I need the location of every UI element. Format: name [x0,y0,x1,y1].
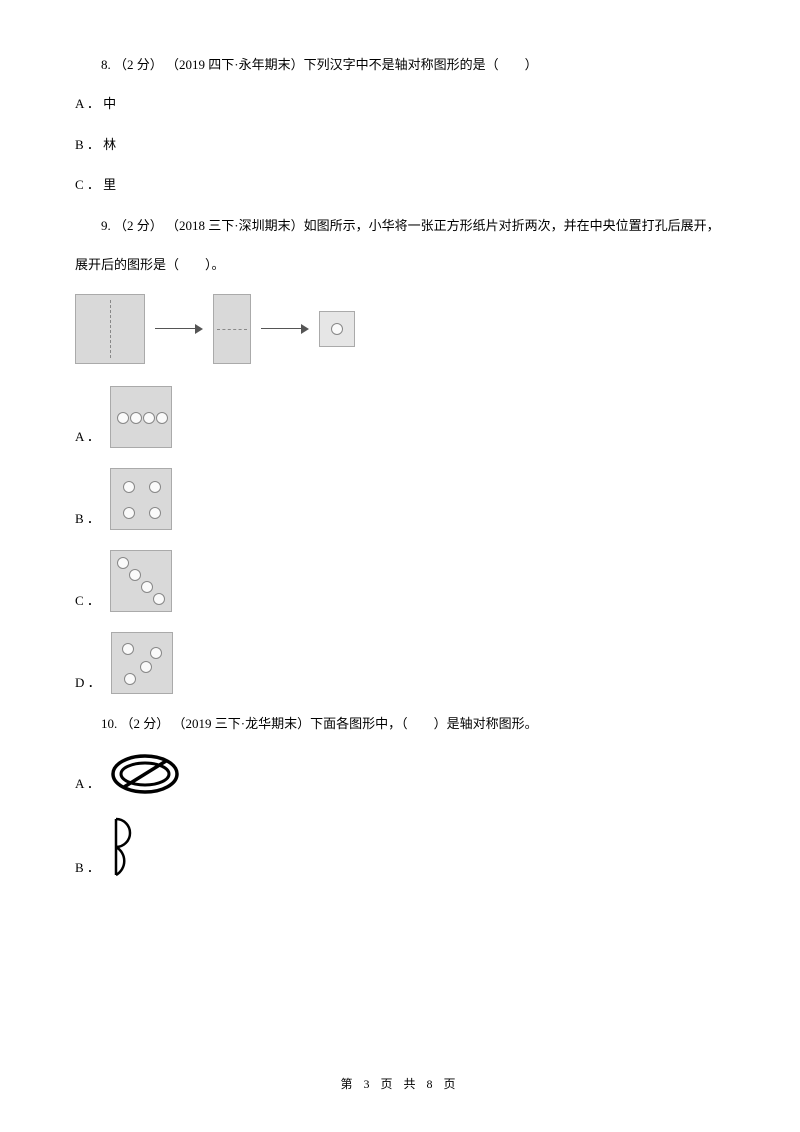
q9-option-b: B ． [75,468,725,530]
page-footer: 第 3 页 共 8 页 [0,1075,800,1094]
hole-icon [149,481,161,493]
hole-icon [153,593,165,605]
hole-icon [129,569,141,581]
q9-option-c: C ． [75,550,725,612]
q10-b-label: B ． [75,858,100,879]
q9-c-figure [110,550,172,612]
hole-icon [143,412,155,424]
q8-text: 8. （2 分） （2019 四下·永年期末）下列汉字中不是轴对称图形的是（ ） [75,55,725,76]
q9-a-figure [110,386,172,448]
fold-line-icon [110,300,111,358]
q9-a-label: A ． [75,427,100,448]
q9-b-figure [110,468,172,530]
q10-a-figure [110,753,180,795]
hole-icon [141,581,153,593]
q8-b-label: B ． 林 [75,135,116,156]
q10-a-label: A ． [75,774,100,795]
hole-icon [149,507,161,519]
q9-option-a: A ． [75,386,725,448]
q10-option-a: A ． [75,753,725,795]
q9-option-d: D ． [75,632,725,694]
q9-text: 9. （2 分） （2018 三下·深圳期末）如图所示，小华将一张正方形纸片对折… [75,216,725,237]
q9-text-2: 展开后的图形是（ ）。 [75,255,725,276]
q8-option-a: A ． 中 [75,94,725,115]
hole-icon [122,643,134,655]
q10-b-figure [110,815,152,879]
q9-b-label: B ． [75,509,100,530]
arrow-icon [155,328,203,330]
hole-icon [123,507,135,519]
q8-a-label: A ． 中 [75,94,116,115]
fold-step3 [319,311,355,347]
q9-d-figure [111,632,173,694]
fold-line-icon [217,329,247,330]
hole-icon [123,481,135,493]
q10-text: 10. （2 分） （2019 三下·龙华期末）下面各图形中，（ ）是轴对称图形… [75,714,725,735]
hole-icon [117,412,129,424]
hole-icon [331,323,343,335]
q9-d-label: D ． [75,673,101,694]
arrow-icon [261,328,309,330]
fold-step2 [213,294,251,364]
q9-c-label: C ． [75,591,100,612]
q9-fold-diagram [75,294,725,364]
q8-option-c: C ． 里 [75,175,725,196]
hole-icon [156,412,168,424]
hole-icon [150,647,162,659]
q8-c-label: C ． 里 [75,175,116,196]
fold-step1 [75,294,145,364]
hole-icon [140,661,152,673]
hole-icon [117,557,129,569]
q8-option-b: B ． 林 [75,135,725,156]
hole-icon [124,673,136,685]
q10-option-b: B ． [75,815,725,879]
hole-icon [130,412,142,424]
